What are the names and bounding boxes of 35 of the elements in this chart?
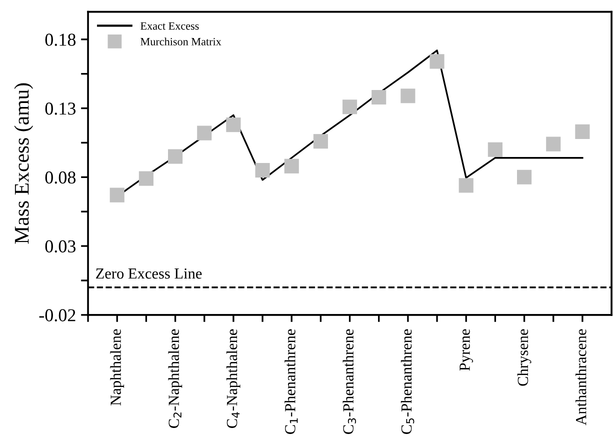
x-tick-label: C$_{1}$-Phenanthrene (284, 329, 298, 434)
point (226, 118, 241, 132)
point (516, 170, 532, 184)
x-tick-label: Anthanthracene (576, 329, 586, 426)
x-tick-label: C$_{3}$-Phenanthrene (342, 329, 356, 434)
point (458, 178, 474, 193)
point (400, 88, 416, 104)
x-tick-label: C$_{2}$-Naphthalene (168, 329, 182, 428)
x-tick-label: C$_{5}$-Phenanthrene (400, 329, 414, 434)
point (488, 142, 502, 157)
point (575, 124, 590, 139)
x-tick-label: C$_{4}$-Naphthalene (226, 329, 240, 428)
point (372, 90, 386, 105)
y-tick-label: 0.03 (45, 240, 76, 253)
y-axis-title: Mass Excess (amu) (14, 83, 34, 244)
point (138, 171, 154, 186)
y-tick-label: -0.02 (39, 309, 76, 322)
point (110, 188, 124, 202)
y-tick-label: 0.18 (45, 34, 76, 46)
point (284, 158, 299, 174)
point (546, 136, 561, 152)
point (168, 149, 183, 164)
point (197, 126, 212, 140)
legend-label: Exact Excess (140, 22, 199, 30)
point (255, 162, 270, 178)
x-tick-label: Chrysene (517, 329, 532, 386)
x-tick-label: Naphthalene (110, 329, 124, 406)
x-tick-label: Pyrene (460, 329, 474, 371)
point (342, 100, 358, 114)
legend-label: Murchison Matrix (140, 38, 222, 46)
y-tick-label: 0.13 (45, 102, 76, 115)
point (430, 54, 444, 69)
ref-line-label: Zero Excess Line (96, 268, 202, 279)
y-tick-label: 0.08 (45, 171, 76, 184)
point (313, 134, 328, 149)
